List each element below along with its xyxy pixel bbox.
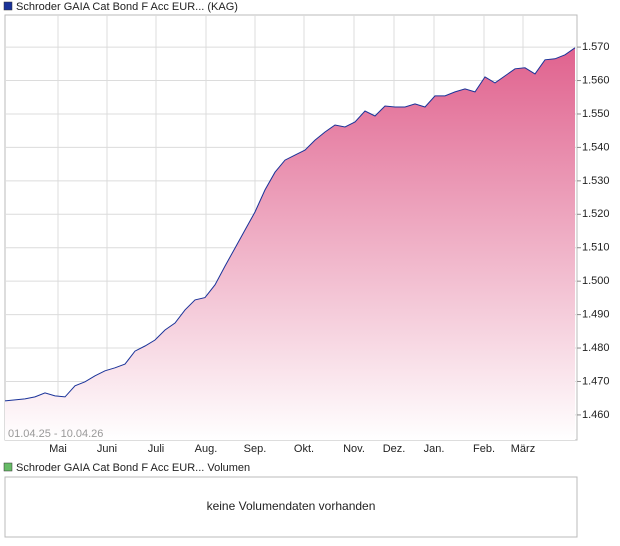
x-tick-label: Juli bbox=[148, 443, 165, 455]
y-tick-label: 1.490 bbox=[582, 309, 610, 321]
x-tick-label: Mai bbox=[49, 443, 67, 455]
y-tick-label: 1.460 bbox=[582, 409, 610, 421]
y-tick-label: 1.520 bbox=[582, 208, 610, 220]
legend-label: Schroder GAIA Cat Bond F Acc EUR... Volu… bbox=[16, 462, 250, 474]
date-range: 01.04.25 - 10.04.26 bbox=[8, 428, 103, 440]
x-tick-label: Feb. bbox=[473, 443, 495, 455]
x-tick-label: Jan. bbox=[424, 443, 445, 455]
y-tick-label: 1.550 bbox=[582, 108, 610, 120]
y-tick-label: 1.470 bbox=[582, 375, 610, 387]
x-tick-label: Dez. bbox=[383, 443, 406, 455]
x-tick-label: Nov. bbox=[343, 443, 365, 455]
x-tick-label: März bbox=[511, 443, 535, 455]
y-tick-label: 1.570 bbox=[582, 41, 610, 53]
y-tick-label: 1.510 bbox=[582, 242, 610, 254]
y-tick-label: 1.500 bbox=[582, 275, 610, 287]
x-tick-label: Aug. bbox=[195, 443, 218, 455]
legend-label: Schroder GAIA Cat Bond F Acc EUR... (KAG… bbox=[16, 1, 238, 13]
no-data-message: keine Volumendaten vorhanden bbox=[207, 499, 376, 513]
y-tick-label: 1.560 bbox=[582, 74, 610, 86]
line bbox=[4, 47, 576, 402]
x-tick-label: Juni bbox=[97, 443, 117, 455]
y-tick-label: 1.530 bbox=[582, 175, 610, 187]
y-tick-label: 1.540 bbox=[582, 141, 610, 153]
y-tick-label: 1.480 bbox=[582, 342, 610, 354]
area bbox=[5, 47, 575, 441]
x-tick-label: Okt. bbox=[294, 443, 314, 455]
x-tick-label: Sep. bbox=[244, 443, 267, 455]
legend-swatch bbox=[3, 1, 13, 11]
legend-swatch bbox=[3, 462, 13, 472]
volume-panel bbox=[4, 476, 578, 538]
